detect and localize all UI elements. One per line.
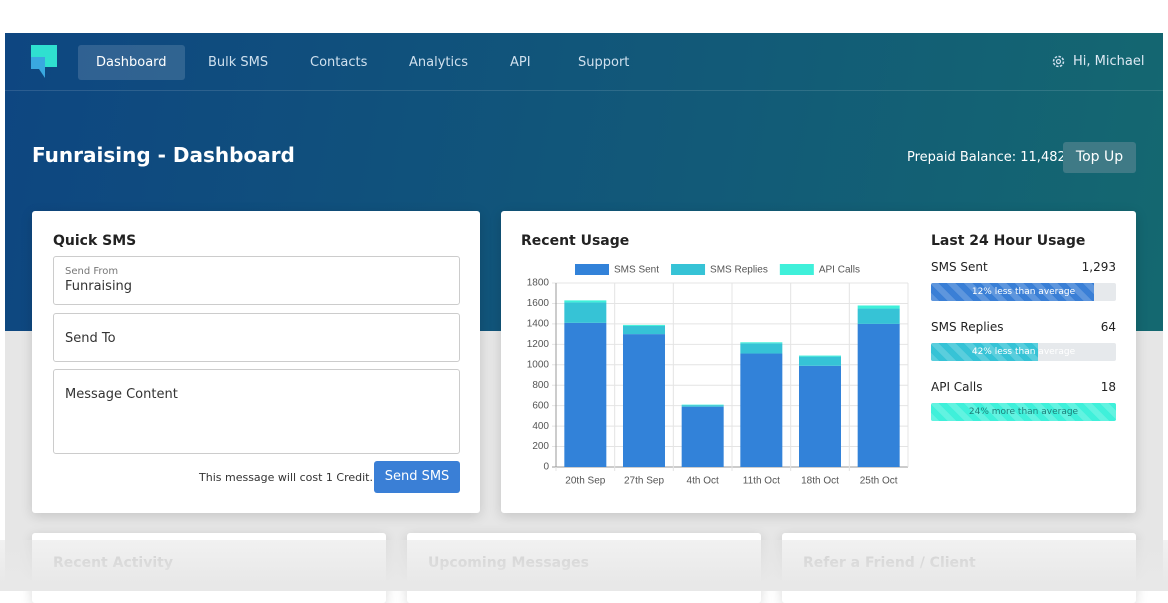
user-greeting[interactable]: Hi, Michael — [1073, 54, 1145, 69]
balance-label: Prepaid Balance: — [907, 150, 1017, 165]
usage-name: SMS Sent — [931, 260, 988, 274]
usage-value: 1,293 — [1081, 260, 1116, 274]
bar-segment — [740, 342, 783, 344]
y-tick-label: 1600 — [527, 298, 550, 309]
usage-name: SMS Replies — [931, 320, 1004, 334]
usage-fill — [931, 283, 1094, 301]
usage-note: 24% more than average — [968, 407, 1079, 417]
balance: Prepaid Balance: 11,482 — [907, 150, 1066, 165]
y-tick-label: 600 — [532, 400, 549, 411]
bar-segment — [623, 325, 665, 335]
nav-item[interactable]: Bulk SMS — [208, 55, 269, 70]
bar-segment — [857, 305, 900, 309]
bar-segment — [623, 324, 665, 326]
y-tick-label: 200 — [532, 441, 549, 452]
cost-note: This message will cost 1 Credit. — [199, 471, 373, 484]
legend-label: SMS Replies — [710, 265, 768, 276]
legend-label: SMS Sent — [614, 265, 659, 276]
nav-item[interactable]: Support — [578, 55, 630, 70]
nav-item[interactable]: API — [510, 55, 531, 70]
bar-segment — [740, 353, 783, 467]
legend-swatch — [575, 264, 609, 275]
usage-fill — [931, 343, 1039, 361]
placeholder: Send To — [65, 331, 116, 346]
bar-segment — [799, 355, 841, 357]
message-field[interactable]: Message Content — [53, 369, 460, 454]
legend-swatch — [779, 264, 814, 275]
usage-name: API Calls — [931, 380, 983, 394]
quick-sms-card: Quick SMS Send From Funraising Send To M… — [32, 211, 480, 513]
x-tick-label: 25th Oct — [860, 476, 898, 487]
bar-segment — [681, 404, 724, 406]
nav-item[interactable]: Analytics — [409, 55, 469, 70]
bar-segment — [564, 322, 607, 467]
nav-divider — [5, 90, 1163, 91]
usage-track: 12% less than average — [931, 283, 1116, 301]
x-tick-label: 4th Oct — [687, 476, 719, 487]
chart: 0 200 400 600 800 1000 1200 1400 1600 1800 20th Se… — [527, 264, 909, 487]
usage-track: 42% less than average — [931, 343, 1116, 361]
x-tick-label: 20th Sep — [565, 476, 605, 487]
send-sms-button[interactable]: Send SMS — [374, 461, 460, 493]
x-tick-label: 27th Sep — [624, 476, 664, 487]
top-up-button[interactable]: Top Up — [1063, 142, 1136, 173]
nav-item[interactable]: Dashboard — [78, 45, 185, 80]
x-tick-label: 11th Oct — [743, 476, 780, 487]
legend-swatch — [671, 264, 706, 275]
usage-value: 18 — [1100, 380, 1116, 394]
logo — [31, 45, 57, 78]
usage-note: 12% less than average — [971, 287, 1076, 297]
usage-card: Recent Usage 0 200 400 600 800 1000 1200 1400 16… — [501, 211, 1136, 513]
y-tick-label: 1400 — [527, 319, 550, 330]
field-value: Funraising — [65, 279, 133, 294]
legend-label: API Calls — [819, 265, 860, 276]
send-to-field[interactable]: Send To — [53, 313, 460, 362]
bar-segment — [857, 323, 900, 467]
bar-segment — [740, 343, 783, 354]
y-tick-label: 1000 — [527, 359, 550, 370]
y-tick-label: 0 — [543, 462, 549, 473]
bar-segment — [623, 334, 665, 467]
balance-value: 11,482 — [1020, 150, 1066, 165]
send-from-field[interactable]: Send From Funraising — [53, 256, 460, 305]
usage-track: 24% more than average — [931, 403, 1116, 421]
bar-segment — [857, 308, 900, 324]
bar-segment — [681, 406, 724, 467]
usage-value: 64 — [1100, 320, 1116, 334]
placeholder: Message Content — [65, 387, 178, 402]
chart-title: Recent Usage — [521, 233, 630, 249]
bar-segment — [564, 302, 607, 323]
y-tick-label: 1800 — [527, 278, 550, 289]
bar-segment — [799, 365, 841, 467]
usage-note: 42% less than average — [971, 347, 1076, 357]
y-tick-label: 800 — [532, 380, 549, 391]
y-tick-label: 1200 — [527, 339, 550, 350]
bar-segment — [564, 300, 607, 303]
settings-icon[interactable] — [1051, 54, 1066, 69]
fade-overlay — [0, 540, 1168, 591]
usage24-title: Last 24 Hour Usage — [931, 233, 1086, 249]
page-title: Funraising - Dashboard — [32, 143, 295, 167]
bar-segment — [681, 405, 724, 407]
usage-fill — [931, 403, 1116, 421]
nav-item[interactable]: Contacts — [310, 55, 368, 70]
field-label: Send From — [65, 266, 119, 277]
bar-segment — [799, 356, 841, 366]
card-title: Quick SMS — [53, 233, 137, 249]
x-tick-label: 18th Oct — [801, 476, 839, 487]
y-tick-label: 400 — [532, 421, 549, 432]
